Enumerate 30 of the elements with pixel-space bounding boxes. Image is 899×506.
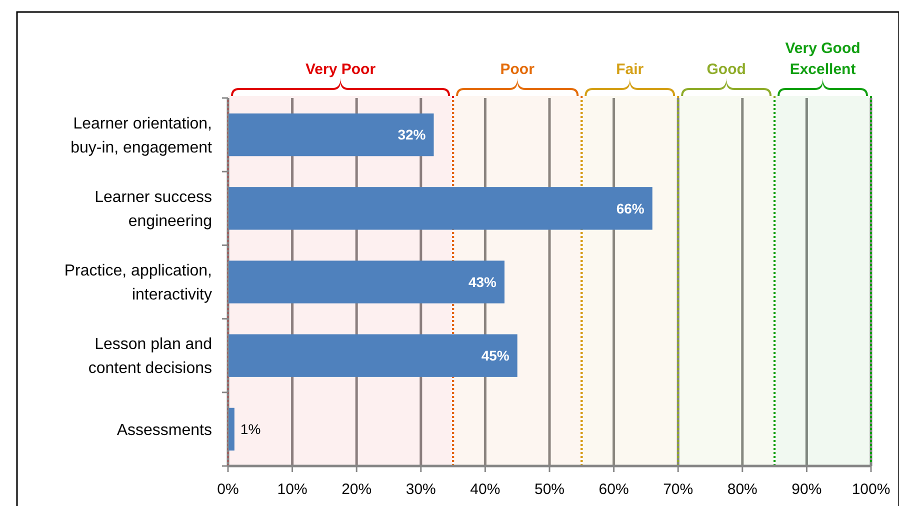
data-label: 32%: [398, 126, 426, 143]
x-tick-label: 100%: [852, 481, 890, 498]
x-tick-label: 40%: [470, 481, 500, 498]
band-label: Very Good Excellent: [785, 40, 860, 78]
y-tick-label: Learner success engineering: [94, 189, 212, 230]
data-label: 1%: [240, 421, 261, 438]
y-tick-label: Lesson plan and content decisions: [88, 336, 212, 378]
y-tick-label: Learner orientation, buy-in, engagement: [70, 115, 213, 156]
x-tick-label: 80%: [727, 481, 758, 498]
bar: [228, 113, 434, 156]
x-tick-label: 30%: [406, 481, 436, 498]
bar: [228, 187, 652, 230]
x-tick-label: 50%: [534, 481, 565, 498]
y-tick-label: Practice, application, interactivity: [64, 262, 212, 304]
x-tick-label: 10%: [277, 481, 308, 498]
data-label: 45%: [481, 348, 510, 364]
y-tick-label: Assessments: [116, 422, 212, 439]
bar: [228, 334, 518, 377]
data-label: 66%: [616, 200, 645, 216]
x-tick-label: 70%: [663, 481, 694, 498]
band-label: Poor: [500, 61, 535, 78]
x-tick-label: 60%: [598, 481, 629, 498]
data-label: 43%: [468, 274, 498, 290]
x-tick-label: 90%: [792, 481, 822, 498]
band-label: Good: [706, 61, 746, 78]
band-label: Very Poor: [306, 61, 376, 78]
band-label: Fair: [616, 61, 644, 78]
bar: [228, 260, 504, 304]
x-tick-label: 20%: [342, 481, 372, 498]
x-tick-label: 0%: [217, 481, 239, 498]
